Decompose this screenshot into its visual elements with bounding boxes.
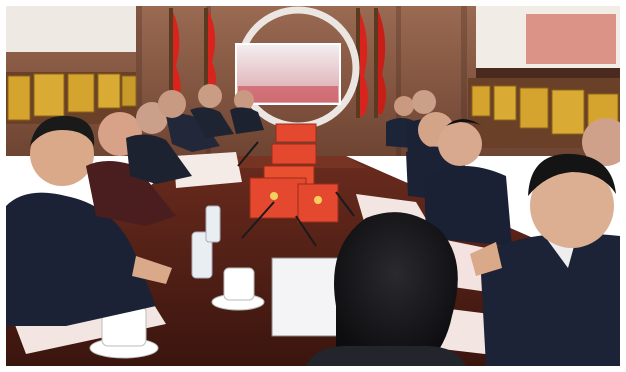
laptop (272, 258, 342, 336)
wall-banner-left (6, 6, 136, 52)
meeting-photo (6, 6, 620, 366)
